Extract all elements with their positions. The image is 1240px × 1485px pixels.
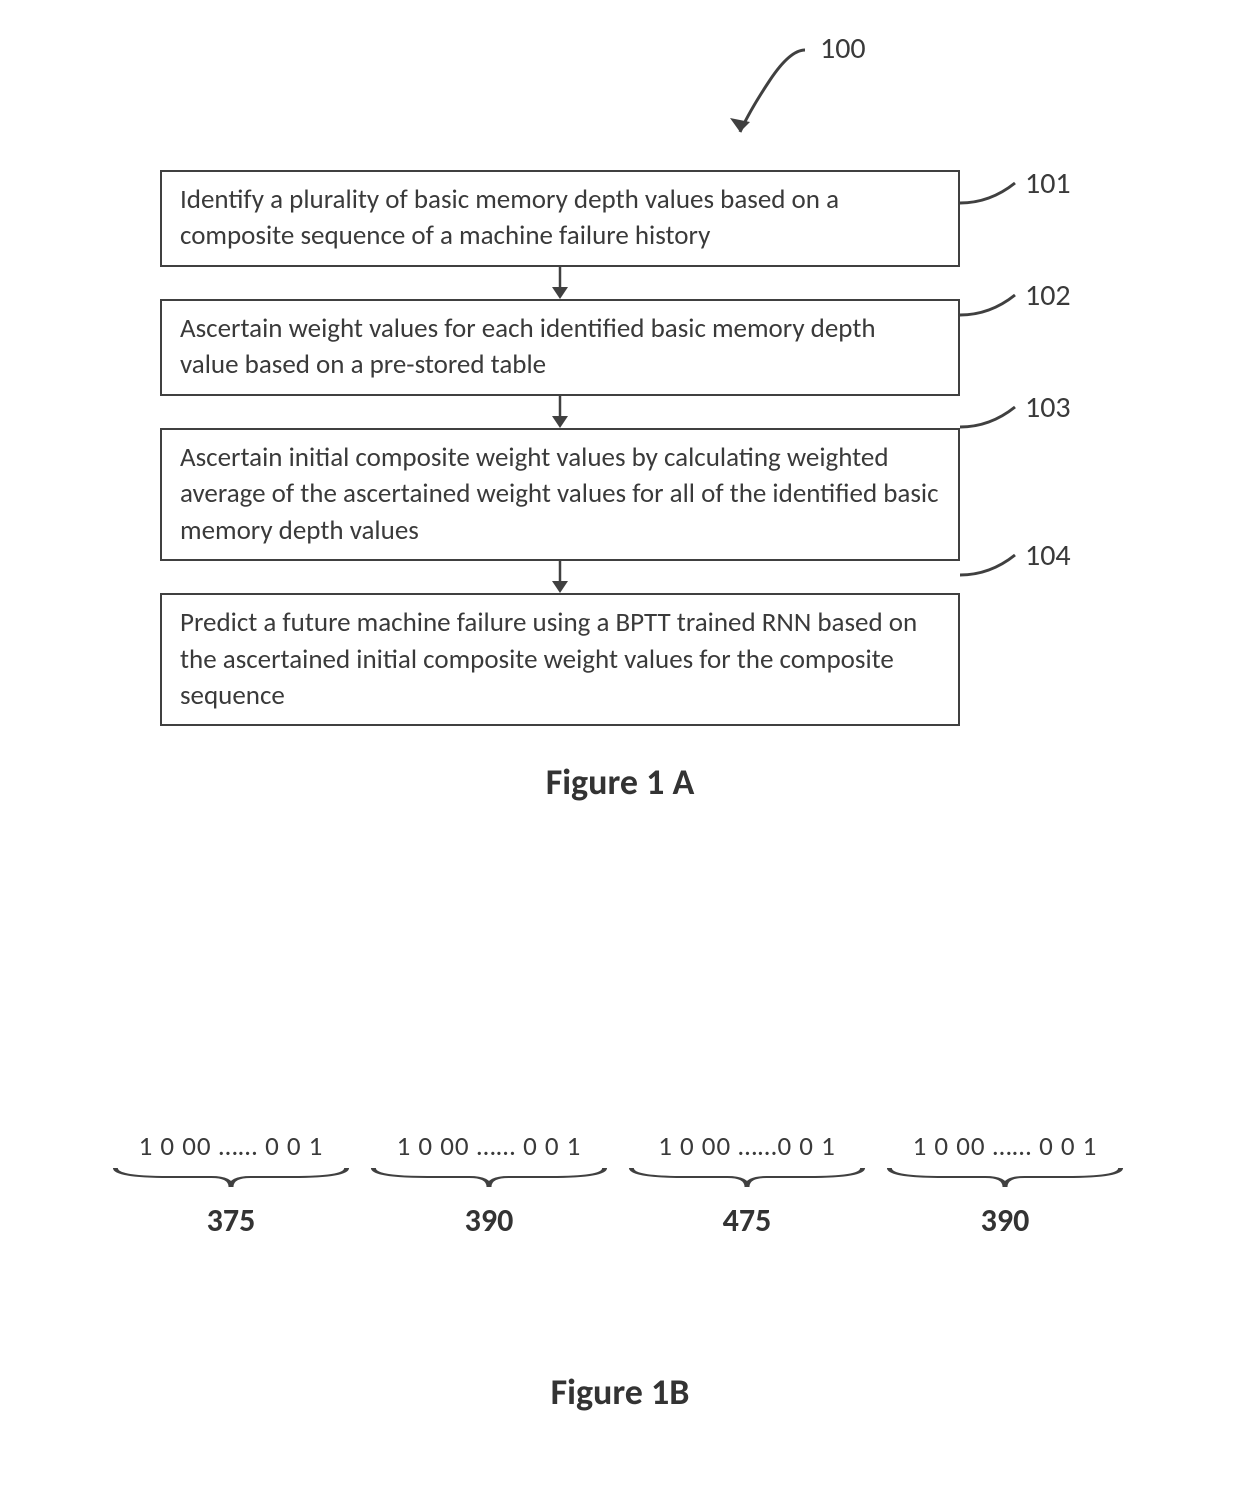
connector-101 xyxy=(960,178,1030,223)
patent-figure-page: 100 Identify a plurality of basic memory… xyxy=(0,0,1240,1485)
sequence-group-1: 1 0 00 …… 0 0 1 xyxy=(108,1130,354,1163)
count-3: 475 xyxy=(624,1201,870,1240)
count-1: 375 xyxy=(108,1201,354,1240)
connector-102 xyxy=(960,290,1030,335)
ref-label-100: 100 xyxy=(820,30,866,67)
flow-step-104: Predict a future machine failure using a… xyxy=(160,593,960,726)
arrow-down-icon xyxy=(160,561,960,593)
sequence-row: 1 0 00 …… 0 0 1 1 0 00 …… 0 0 1 1 0 00 …… xyxy=(108,1130,1128,1163)
brace-4 xyxy=(882,1165,1128,1195)
step-label-103: 103 xyxy=(1025,389,1071,426)
sequence-group-4: 1 0 00 …… 0 0 1 xyxy=(882,1130,1128,1163)
step-label-102: 102 xyxy=(1025,277,1071,314)
sequence-group-2: 1 0 00 …… 0 0 1 xyxy=(366,1130,612,1163)
flowchart: Identify a plurality of basic memory dep… xyxy=(160,170,960,726)
ref-arrow-100 xyxy=(720,40,820,150)
count-4: 390 xyxy=(882,1201,1128,1240)
brace-3 xyxy=(624,1165,870,1195)
figure-1b-sequences: 1 0 00 …… 0 0 1 1 0 00 …… 0 0 1 1 0 00 …… xyxy=(108,1130,1128,1240)
count-2: 390 xyxy=(366,1201,612,1240)
step-label-104: 104 xyxy=(1025,537,1071,574)
flow-step-103: Ascertain initial composite weight value… xyxy=(160,428,960,561)
figure-1b-title: Figure 1B xyxy=(0,1370,1240,1414)
arrow-down-icon xyxy=(160,396,960,428)
figure-1a-title: Figure 1 A xyxy=(0,760,1240,804)
brace-2 xyxy=(366,1165,612,1195)
connector-103 xyxy=(960,402,1030,447)
flow-step-101: Identify a plurality of basic memory dep… xyxy=(160,170,960,267)
brace-1 xyxy=(108,1165,354,1195)
sequence-group-3: 1 0 00 ……0 0 1 xyxy=(624,1130,870,1163)
flow-step-102: Ascertain weight values for each identif… xyxy=(160,299,960,396)
step-label-101: 101 xyxy=(1025,165,1071,202)
count-row: 375 390 475 390 xyxy=(108,1201,1128,1240)
connector-104 xyxy=(960,550,1030,595)
brace-row xyxy=(108,1165,1128,1195)
arrow-down-icon xyxy=(160,267,960,299)
